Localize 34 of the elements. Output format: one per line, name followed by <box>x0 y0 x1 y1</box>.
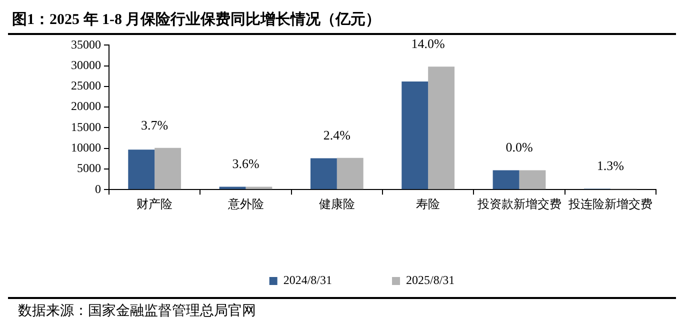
annotation: 3.7% <box>141 117 168 132</box>
y-tick-label: 5000 <box>77 161 101 176</box>
y-tick-label: 0 <box>95 182 101 196</box>
annotation: 2.4% <box>323 127 351 142</box>
x-tick-label: 健康险 <box>318 196 355 211</box>
bar <box>519 170 546 190</box>
legend-label: 2024/8/31 <box>283 273 332 288</box>
legend-label: 2025/8/31 <box>406 273 455 288</box>
x-tick-label: 投资款新增交费 <box>476 196 562 211</box>
x-tick-label: 意外险 <box>226 196 264 211</box>
y-tick-label: 35000 <box>71 37 101 52</box>
y-tick-label: 20000 <box>71 99 101 114</box>
bar <box>310 158 337 190</box>
annotation: 3.6% <box>232 156 260 172</box>
bar <box>128 150 155 190</box>
x-tick-label: 寿险 <box>416 196 440 211</box>
y-tick-label: 30000 <box>71 58 101 72</box>
bar <box>336 158 364 190</box>
bar <box>219 186 246 190</box>
x-tick-label: 财产险 <box>136 196 173 211</box>
y-tick-label: 15000 <box>71 120 101 134</box>
x-tick-label: 投连险新增交费 <box>567 196 652 211</box>
annotation: 0.0% <box>506 140 533 155</box>
bar <box>154 148 182 190</box>
y-tick-label: 10000 <box>71 140 101 154</box>
bar <box>492 170 520 190</box>
annotation: 14.0% <box>411 36 446 52</box>
y-tick-label: 25000 <box>71 78 101 93</box>
annotation: 1.3% <box>596 158 624 174</box>
bar <box>428 66 455 190</box>
bar <box>402 82 428 190</box>
chart-title: 图1：2025 年 1-8 月保险行业保费同比增长情况（亿元） <box>8 8 676 35</box>
source-note: 数据来源：国家金融监督管理总局官网 <box>8 297 676 320</box>
bar <box>246 186 272 190</box>
